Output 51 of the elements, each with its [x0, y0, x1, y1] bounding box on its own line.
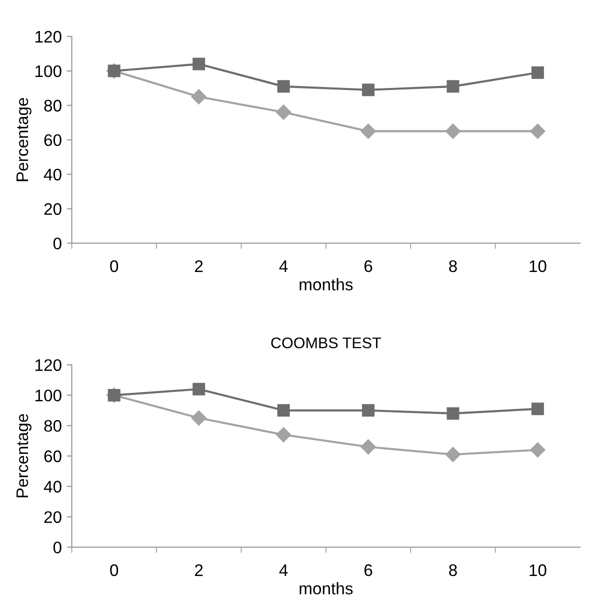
- x-tick-label: 4: [279, 260, 288, 272]
- point: [360, 439, 376, 454]
- point: [445, 124, 461, 139]
- point: [530, 124, 546, 139]
- point: [531, 402, 544, 416]
- point: [362, 84, 375, 96]
- x-tick-label: 10: [530, 260, 546, 272]
- y-tick-label: 0: [53, 542, 62, 554]
- point: [362, 404, 375, 417]
- x-tick-label: 0: [110, 564, 118, 576]
- y-tick-label: 100: [36, 65, 62, 78]
- x-tick-label: 10: [530, 564, 546, 576]
- point: [191, 89, 206, 104]
- point: [530, 442, 546, 458]
- point: [276, 104, 292, 120]
- y-axis-title: Percentage: [16, 414, 32, 498]
- x-tick-label: 2: [195, 260, 203, 272]
- y-tick-label: 20: [44, 203, 62, 215]
- chart-title: COOMBS TEST: [271, 337, 382, 348]
- x-tick-label: 0: [110, 260, 118, 272]
- y-tick-label: 120: [36, 359, 62, 372]
- y-tick-label: 40: [44, 168, 62, 180]
- x-tick-label: 4: [279, 564, 288, 576]
- y-tick-label: 20: [44, 511, 62, 524]
- point: [531, 66, 544, 79]
- point: [277, 80, 290, 93]
- point: [446, 407, 460, 420]
- x-axis-title: months: [300, 278, 353, 290]
- point: [192, 58, 206, 70]
- y-tick-label: 60: [44, 450, 62, 462]
- point: [277, 404, 290, 417]
- point: [446, 80, 460, 93]
- point: [276, 427, 292, 442]
- y-tick-label: 80: [44, 100, 62, 112]
- x-tick-label: 6: [364, 260, 372, 272]
- y-tick-label: 0: [53, 238, 62, 250]
- x-tick-label: 8: [449, 564, 457, 576]
- x-tick-label: 2: [195, 564, 203, 576]
- point: [445, 446, 461, 462]
- y-tick-label: 80: [44, 420, 62, 432]
- y-tick-label: 120: [36, 30, 62, 43]
- point: [191, 410, 206, 426]
- x-tick-label: 8: [449, 260, 457, 272]
- y-tick-label: 60: [44, 134, 62, 146]
- point: [360, 124, 376, 139]
- point: [192, 382, 206, 396]
- x-tick-label: 6: [364, 564, 372, 576]
- y-tick-label: 100: [36, 390, 62, 402]
- y-tick-label: 40: [44, 480, 62, 493]
- y-axis-title: Percentage: [16, 98, 32, 182]
- x-axis-title: months: [300, 582, 353, 594]
